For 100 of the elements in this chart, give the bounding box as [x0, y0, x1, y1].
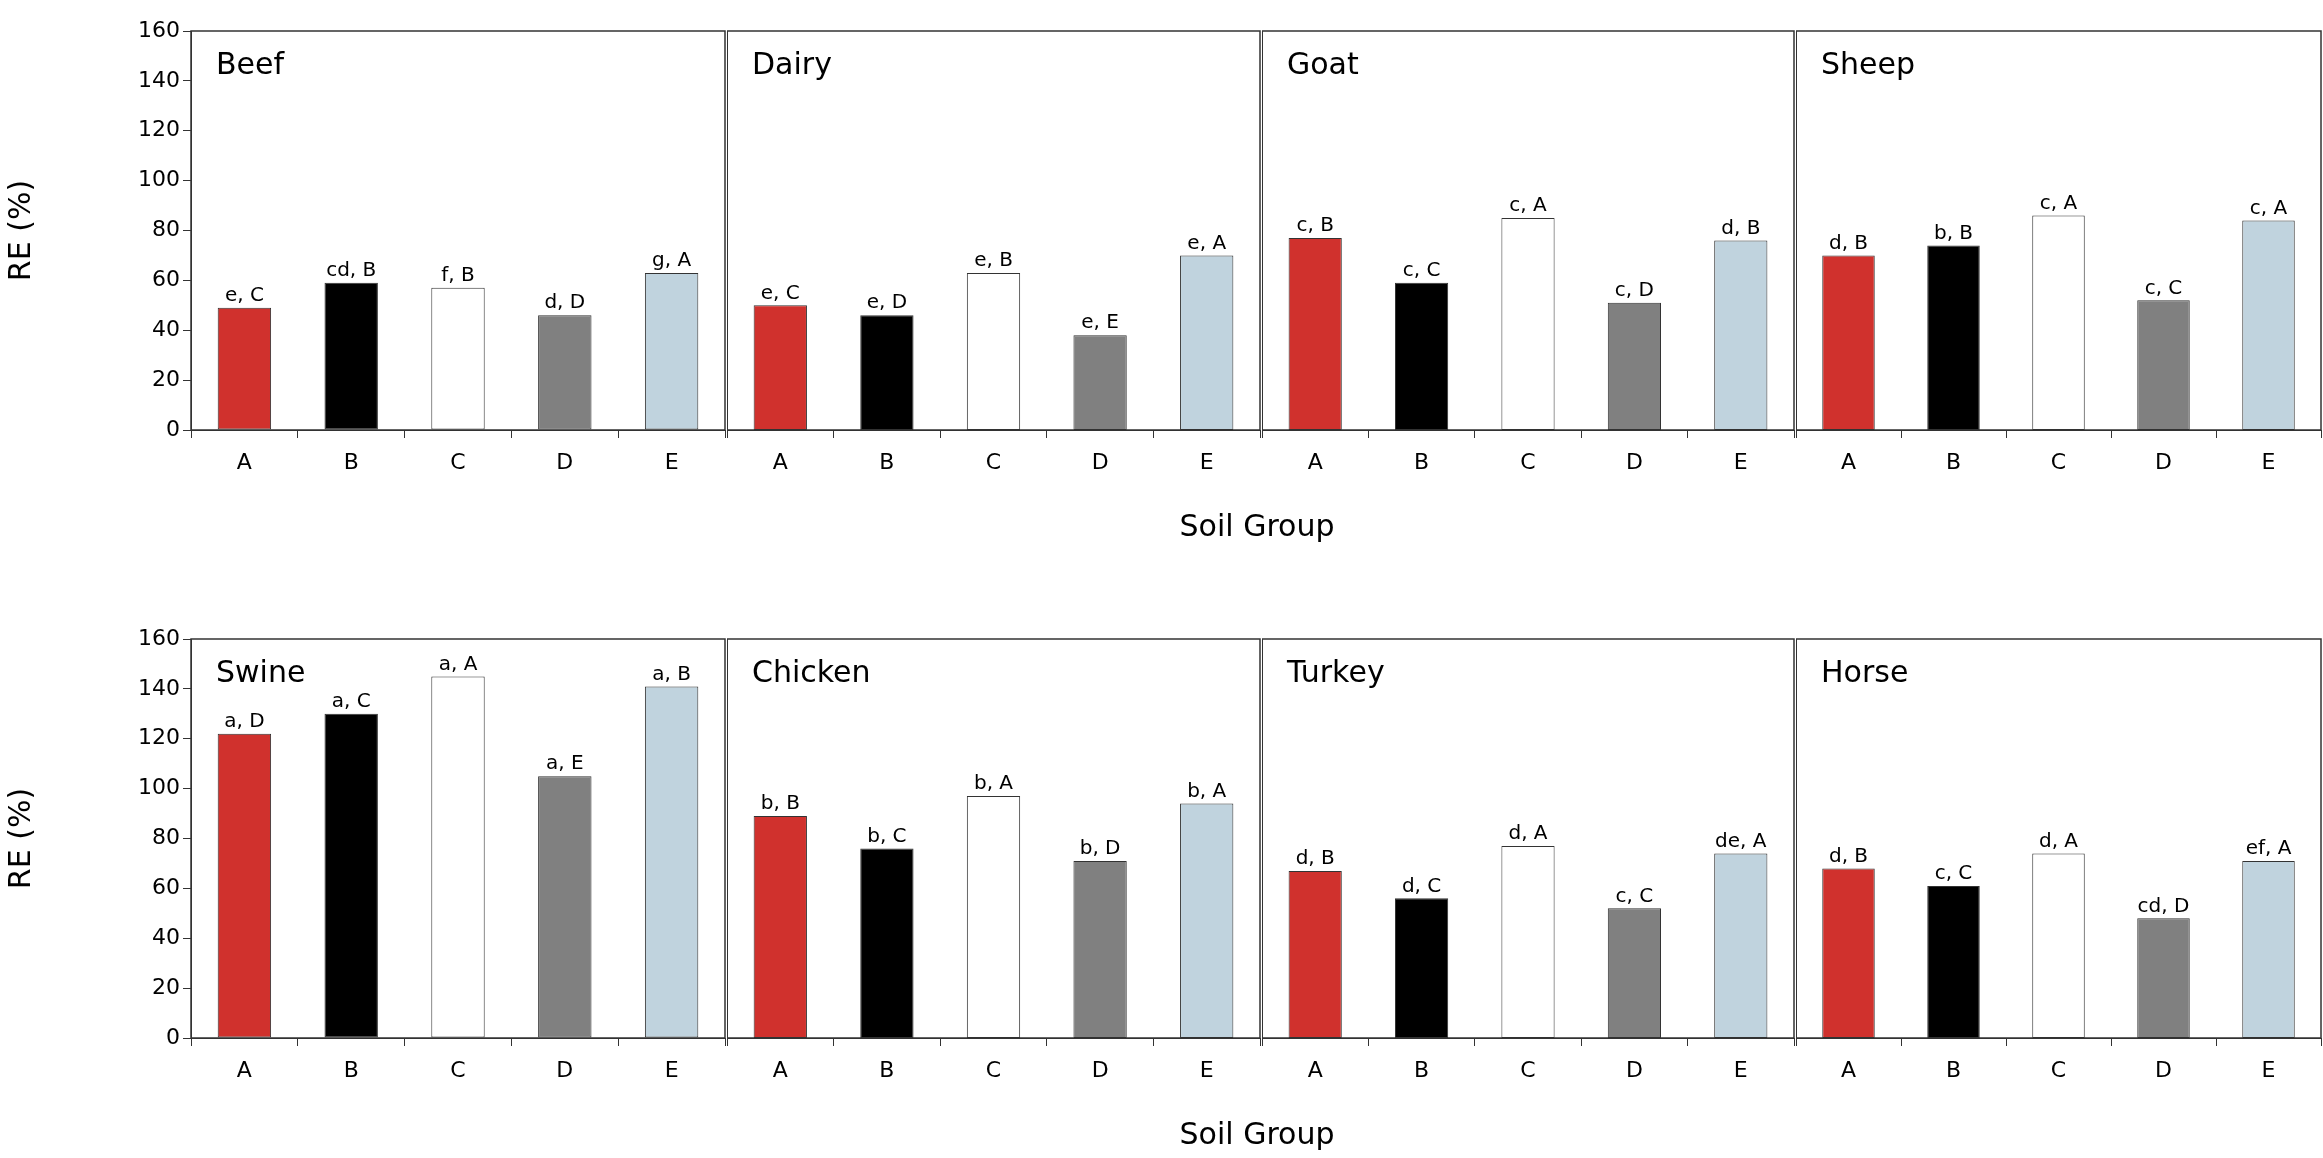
- data-label: c, C: [1402, 257, 1441, 282]
- x-tick-label: B: [1945, 1056, 1962, 1082]
- data-label: b, B: [760, 790, 800, 815]
- data-label: c, A: [2249, 194, 2288, 219]
- data-label: de, A: [1715, 827, 1767, 852]
- x-tick-label: E: [1199, 448, 1214, 474]
- x-tick-label: E: [664, 448, 679, 474]
- text: Dairy: [752, 45, 832, 81]
- data-label: d, B: [1828, 229, 1869, 254]
- data-label: c, A: [2039, 189, 2078, 214]
- x-tick-label: D: [556, 1056, 574, 1082]
- x-tick-label: D: [1091, 1056, 1109, 1082]
- x-tick-label: B: [879, 448, 895, 474]
- x-tick-label: E: [2261, 448, 2276, 474]
- x-axis-title: Soil Group: [1178, 508, 1336, 543]
- x-tick-label: A: [1307, 1056, 1323, 1082]
- y-tick-label: 140: [138, 674, 180, 700]
- x-tick-label: D: [556, 448, 574, 474]
- x-tick-label: C: [985, 448, 1002, 474]
- x-tick-label: B: [1414, 1056, 1430, 1082]
- y-tick-label: 100: [138, 774, 180, 800]
- y-tick-label: 0: [166, 415, 180, 441]
- data-label: c, C: [1615, 882, 1654, 907]
- data-label: d, B: [1295, 845, 1335, 870]
- data-label: a, E: [546, 750, 584, 775]
- data-label: b, C: [867, 822, 907, 847]
- text: Goat: [1287, 45, 1359, 81]
- data-label: f, B: [441, 262, 475, 287]
- y-tick-label: 40: [152, 923, 180, 949]
- x-tick-label: C: [450, 448, 466, 474]
- x-tick-label: C: [450, 1056, 466, 1082]
- data-label: d, C: [1401, 872, 1442, 897]
- data-label: g, A: [652, 247, 692, 272]
- x-tick-label: D: [2155, 1056, 2172, 1082]
- data-label: c, A: [1509, 192, 1548, 217]
- data-label: c, C: [2144, 274, 2183, 299]
- y-tick-label: 120: [138, 116, 180, 142]
- data-label: cd, D: [2137, 892, 2190, 917]
- data-label: e, B: [974, 247, 1013, 272]
- x-tick-label: E: [1199, 1056, 1214, 1082]
- x-tick-label: A: [772, 448, 788, 474]
- data-label: a, B: [652, 660, 691, 685]
- x-tick-label: D: [1625, 448, 1643, 474]
- y-tick-label: 60: [152, 266, 180, 292]
- x-tick-label: B: [343, 448, 359, 474]
- data-label: b, B: [1933, 219, 1974, 244]
- x-tick-label: B: [343, 1056, 359, 1082]
- data-label: e, C: [760, 279, 800, 304]
- data-label: e, E: [1081, 309, 1119, 334]
- text: Sheep: [1821, 45, 1916, 81]
- x-tick-label: A: [236, 1056, 252, 1082]
- x-axis-title: Soil Group: [1178, 1116, 1336, 1151]
- y-tick-label: 160: [138, 16, 180, 42]
- data-label: a, C: [331, 688, 371, 713]
- data-label: cd, B: [326, 257, 377, 282]
- text: Horse: [1821, 653, 1909, 689]
- data-label: d, B: [1721, 214, 1761, 239]
- x-tick-label: C: [985, 1056, 1002, 1082]
- data-label: a, D: [224, 707, 265, 732]
- data-label: ef, A: [2245, 835, 2292, 860]
- y-tick-label: 140: [138, 66, 180, 92]
- y-axis-title: RE (%): [1, 787, 37, 890]
- x-tick-label: A: [236, 448, 252, 474]
- data-label: e, D: [866, 289, 908, 314]
- y-tick-label: 0: [166, 1023, 180, 1049]
- data-label: d, A: [2038, 827, 2079, 852]
- y-tick-label: 40: [152, 315, 180, 341]
- text: Beef: [216, 45, 286, 81]
- data-label: d, D: [544, 289, 586, 314]
- data-label: e, A: [1187, 229, 1227, 254]
- data-label: c, B: [1296, 212, 1334, 237]
- x-tick-label: C: [2050, 448, 2067, 474]
- y-tick-label: 20: [152, 365, 180, 391]
- y-tick-label: 80: [152, 824, 180, 850]
- x-tick-label: D: [1625, 1056, 1643, 1082]
- y-tick-label: 120: [138, 724, 180, 750]
- x-tick-label: E: [1733, 448, 1748, 474]
- x-tick-label: A: [772, 1056, 788, 1082]
- x-tick-label: A: [1840, 448, 1857, 474]
- x-tick-label: B: [879, 1056, 895, 1082]
- data-label: b, A: [973, 770, 1014, 795]
- x-tick-label: E: [2261, 1056, 2276, 1082]
- x-tick-label: E: [664, 1056, 679, 1082]
- x-tick-label: A: [1840, 1056, 1857, 1082]
- y-tick-label: 100: [138, 166, 180, 192]
- y-axis-title: RE (%): [1, 179, 37, 282]
- data-label: e, C: [224, 282, 264, 307]
- y-tick-label: 160: [138, 624, 180, 650]
- data-label: c, C: [1934, 860, 1973, 885]
- data-label: a, A: [438, 650, 478, 675]
- data-label: d, A: [1508, 820, 1548, 845]
- data-label: d, B: [1828, 842, 1869, 867]
- x-tick-label: D: [2155, 448, 2172, 474]
- text: Turkey: [1286, 653, 1385, 689]
- x-tick-label: D: [1091, 448, 1109, 474]
- x-tick-label: C: [2050, 1056, 2067, 1082]
- y-tick-label: 60: [152, 874, 180, 900]
- x-tick-label: E: [1733, 1056, 1748, 1082]
- text: Chicken: [752, 653, 871, 689]
- data-label: b, D: [1079, 835, 1121, 860]
